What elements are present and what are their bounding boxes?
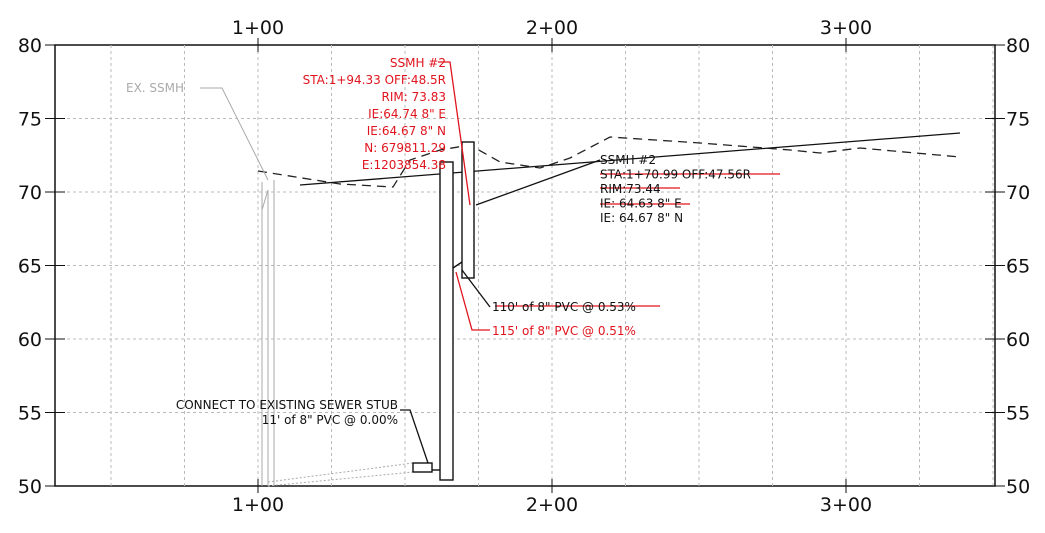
existing-ssmh-note: IE: 64.67 8" N [600, 211, 683, 225]
structures [412, 141, 475, 481]
existing-ssmh-note: RIM:73.44 [600, 182, 661, 196]
bottom-station-label: 2+00 [526, 494, 578, 516]
left-tick-label: 65 [18, 256, 42, 278]
top-station-label: 3+00 [820, 17, 872, 39]
proposed-ssmh-note: STA:1+94.33 OFF:48.5R [303, 73, 446, 87]
left-tick-label: 60 [18, 329, 42, 351]
existing-ssmh-note: SSMH #2 [600, 153, 656, 167]
proposed-ssmh-note: IE:64.74 8" E [368, 107, 446, 121]
top-station-label: 1+00 [232, 17, 284, 39]
pipe-old-note: 110' of 8" PVC @ 0.53% [492, 300, 636, 314]
left-tick-label: 75 [18, 109, 42, 131]
ground-lines [257, 132, 961, 188]
proposed-ssmh-note: SSMH #2 [390, 56, 446, 70]
connect-note: 11' of 8" PVC @ 0.00% [262, 413, 398, 427]
right-tick-label: 75 [1006, 109, 1030, 131]
connect-note: CONNECT TO EXISTING SEWER STUB [176, 398, 398, 412]
bottom-station-label: 1+00 [232, 494, 284, 516]
proposed-ssmh-note: E:1203854.38 [362, 158, 446, 172]
proposed-ssmh-note: RIM: 73.83 [382, 90, 446, 104]
right-tick-label: 50 [1006, 476, 1030, 498]
left-tick-label: 50 [18, 476, 42, 498]
right-tick-label: 55 [1006, 403, 1030, 425]
left-tick-label: 80 [18, 35, 42, 57]
left-tick-label: 70 [18, 182, 42, 204]
left-tick-label: 55 [18, 403, 42, 425]
right-tick-label: 65 [1006, 256, 1030, 278]
frame [54, 44, 996, 487]
proposed-ssmh-note: N: 679811.29 [364, 141, 446, 155]
pipe-new-note: 115' of 8" PVC @ 0.51% [492, 324, 636, 338]
existing-ssmh-note: IE: 64.63 8" E [600, 197, 682, 211]
right-tick-label: 70 [1006, 182, 1030, 204]
proposed-ssmh-note: IE:64.67 8" N [367, 124, 446, 138]
right-tick-label: 60 [1006, 329, 1030, 351]
top-station-label: 2+00 [526, 17, 578, 39]
existing-ssmh-note: STA:1+70.99 OFF:47.56R [600, 168, 751, 182]
existing-manhole [200, 87, 414, 487]
ex-ssmh-label: EX. SSMH [126, 81, 184, 95]
labels: 80 80 75 75 70 70 65 65 60 60 55 55 50 50 1+00 1+00 2+00… [18, 17, 1030, 516]
leaders [400, 61, 780, 464]
right-tick-label: 80 [1006, 35, 1030, 57]
bottom-station-label: 3+00 [820, 494, 872, 516]
